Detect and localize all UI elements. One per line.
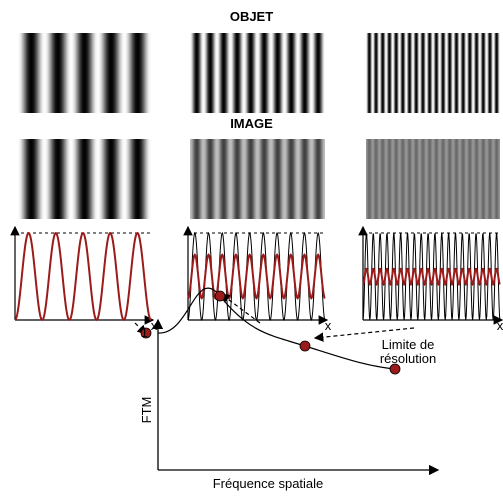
resolution-limit-label-line2: résolution xyxy=(380,351,436,366)
profile-high-object-curve xyxy=(362,233,501,321)
resolution-limit-label-line1: Limite de xyxy=(382,337,435,352)
mtf-y-tick-label: 1 xyxy=(141,325,148,340)
image-grating-high xyxy=(366,139,500,219)
image-grating-mid xyxy=(190,139,325,219)
object-grating-mid xyxy=(190,33,325,113)
profile-mid-object-curve xyxy=(187,231,326,322)
profile-high-image-curve xyxy=(362,267,501,287)
link-arrow-mid xyxy=(220,293,261,324)
profile-mid-x-label: x xyxy=(325,318,332,333)
image-grating-low xyxy=(18,139,151,219)
link-arrow-high xyxy=(313,327,415,342)
image-row-title: IMAGE xyxy=(230,116,273,131)
link-arrow-low xyxy=(134,322,147,335)
mtf-point-low xyxy=(140,327,152,339)
mtf-point-high xyxy=(299,340,311,352)
profile-high-x-label: x xyxy=(497,318,503,333)
mtf-curve xyxy=(157,287,396,370)
mtf-x-axis-label: Fréquence spatiale xyxy=(213,476,324,491)
object-grating-high xyxy=(366,33,500,113)
mtf-point-mid xyxy=(214,290,226,302)
mtf-y-axis-label: FTM xyxy=(139,397,154,424)
profile-mid-image-curve xyxy=(187,253,326,300)
profile-low-x-label: x xyxy=(151,318,158,333)
mtf-point-limit xyxy=(389,363,401,375)
profile-low-image-curve xyxy=(14,231,152,322)
object-row-title: OBJET xyxy=(229,9,274,24)
object-grating-low xyxy=(18,33,151,113)
